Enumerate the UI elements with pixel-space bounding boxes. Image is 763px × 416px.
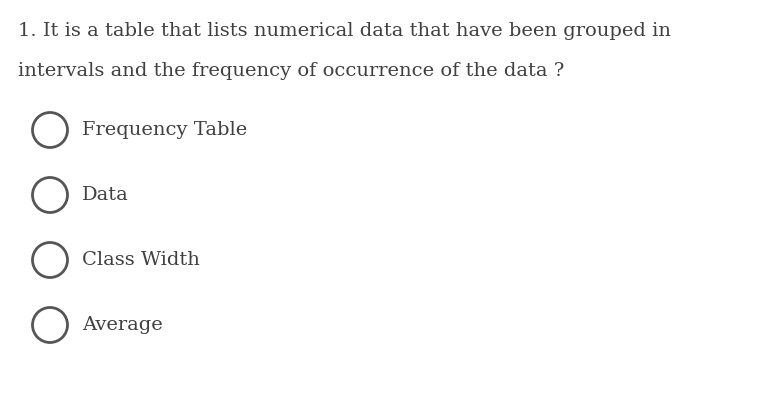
Ellipse shape xyxy=(33,178,67,213)
Text: Frequency Table: Frequency Table xyxy=(82,121,247,139)
Text: Average: Average xyxy=(82,316,163,334)
Ellipse shape xyxy=(33,112,67,148)
Text: intervals and the frequency of occurrence of the data ?: intervals and the frequency of occurrenc… xyxy=(18,62,565,80)
Text: 1. It is a table that lists numerical data that have been grouped in: 1. It is a table that lists numerical da… xyxy=(18,22,671,40)
Ellipse shape xyxy=(33,243,67,277)
Ellipse shape xyxy=(33,307,67,342)
Text: Data: Data xyxy=(82,186,129,204)
Text: Class Width: Class Width xyxy=(82,251,200,269)
